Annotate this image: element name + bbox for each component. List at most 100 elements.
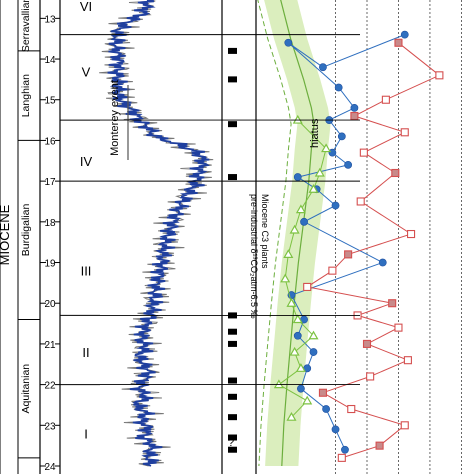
data-point-circle [331, 201, 340, 210]
data-point-square [359, 148, 368, 157]
age-marker [228, 393, 237, 400]
age-marker [228, 174, 237, 181]
c3-band-edge-line [257, 0, 292, 467]
age-marker [228, 328, 237, 335]
age-tick-label: 14 [44, 55, 56, 66]
data-point-square [400, 421, 409, 430]
data-point-triangle [308, 184, 319, 193]
data-point-circle [319, 63, 327, 72]
data-point-triangle [286, 298, 297, 307]
age-marker [228, 377, 237, 384]
data-point-square [356, 197, 365, 206]
age-marker [228, 414, 237, 421]
stage-label: Langhian [20, 74, 32, 117]
data-point-square [375, 441, 384, 450]
data-point-circle [284, 38, 293, 47]
data-point-square [388, 299, 397, 308]
data-point-square [407, 229, 416, 239]
epoch-label: MIOCENE [0, 204, 12, 265]
data-point-triangle [302, 395, 313, 405]
age-tick-label: 16 [44, 136, 56, 147]
data-point-triangle [289, 224, 300, 234]
data-point-triangle [292, 114, 303, 124]
age-tick-label: 20 [44, 299, 56, 310]
data-point-triangle [283, 249, 294, 258]
data-point-square [391, 168, 400, 178]
data-point-circle [322, 405, 330, 413]
data-point-square [366, 372, 375, 381]
data-point-square [303, 282, 312, 291]
data-point-square [394, 323, 403, 332]
age-tick-label: 18 [44, 218, 56, 229]
data-point-square [362, 339, 372, 348]
data-point-square [435, 71, 444, 80]
age-marker [228, 76, 237, 83]
data-point-square [381, 95, 390, 104]
age-marker [228, 434, 237, 441]
interval-label: I [84, 426, 88, 441]
data-point-triangle [295, 363, 306, 372]
data-point-triangle [295, 204, 306, 214]
data-point-square [328, 266, 337, 275]
age-marker [228, 446, 237, 453]
carbon-panel: hiatus Miocene C3 plants pre-industrial … [249, 0, 462, 474]
data-point-triangle [321, 143, 332, 153]
data-point-triangle [292, 314, 303, 324]
data-point-circle [400, 30, 409, 39]
data-point-circle [300, 217, 308, 226]
band-label-line2: pre-industrial δ¹³CO₂atm-6.5 ‰ [249, 194, 259, 319]
data-point-square [347, 404, 356, 414]
data-point-square [400, 128, 409, 137]
data-point-circle [309, 348, 318, 356]
age-marker [228, 121, 237, 128]
isotope-curve [107, 0, 210, 467]
data-point-triangle [280, 273, 291, 283]
data-point-circle [378, 258, 387, 267]
age-axis: 13 14 15 16 17 18 19 20 21 22 23 24 [39, 0, 61, 474]
band-label-line1: Miocene C3 plants [260, 194, 270, 269]
data-point-square [344, 250, 353, 259]
monterey-event-label: Monterey event [109, 80, 121, 156]
interval-label: VI [80, 0, 92, 14]
hiatus-label: hiatus [309, 118, 321, 148]
age-tick-label: 15 [44, 96, 56, 107]
age-tick-label: 24 [44, 462, 56, 473]
data-point-circle [331, 425, 340, 434]
stage-label: Burdigalian [20, 204, 32, 257]
interval-label: III [81, 264, 92, 279]
data-point-circle [293, 173, 302, 181]
data-point-square [350, 111, 359, 121]
age-tick-label: 17 [44, 177, 56, 188]
question-mark: ? [228, 437, 234, 449]
data-point-triangle [286, 411, 297, 421]
interval-boundary-lines [100, 34, 360, 386]
interval-label: V [82, 64, 91, 79]
age-marker [228, 47, 237, 54]
data-point-square [403, 356, 412, 365]
interval-label: II [82, 345, 89, 360]
stage-label: Serravallian [20, 0, 32, 52]
data-point-triangle [289, 346, 300, 356]
stage-label: Aquitanian [20, 364, 32, 414]
data-point-circle [344, 160, 353, 169]
isotope-curve-raw [99, 0, 214, 467]
data-point-circle [337, 132, 346, 141]
age-tick-label: 13 [44, 14, 56, 25]
age-tick-label: 22 [44, 381, 56, 392]
stage-column: Serravallian Langhian Burdigalian Aquitania… [0, 0, 40, 474]
age-marker [228, 340, 237, 347]
data-point-circle [328, 148, 337, 157]
data-point-circle [297, 384, 305, 393]
data-point-square [394, 38, 403, 47]
age-tick-label: 23 [44, 421, 56, 432]
data-point-square [337, 453, 346, 462]
data-point-square [318, 388, 327, 397]
data-point-circle [293, 331, 302, 340]
data-point-triangle [273, 379, 284, 389]
data-point-circle [341, 445, 349, 454]
age-tick-label: 19 [44, 259, 56, 270]
data-point-circle [334, 83, 343, 92]
data-point-circle [350, 103, 359, 112]
